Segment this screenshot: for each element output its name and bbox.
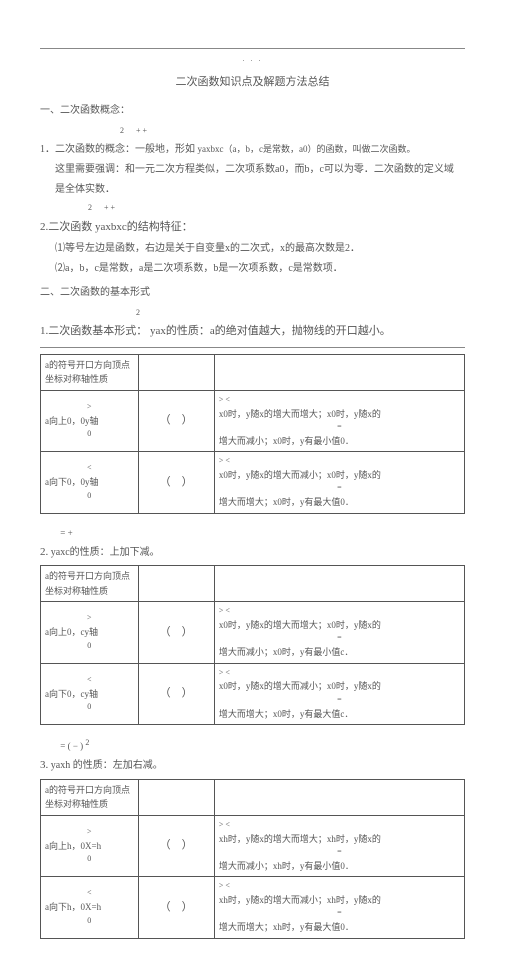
- item2-superscript: 2 + +: [88, 202, 465, 215]
- t3-r2-c: > < xh时，y随x的增大而减小；xh时，y随x的 = 增大而增大；xh时，y…: [214, 877, 464, 938]
- t2-h1: a的符号开口方向顶点坐标对称轴性质: [41, 566, 139, 602]
- top-rule: [40, 48, 465, 49]
- form3-line: 3. yaxh 的性质：左加右减。: [40, 757, 465, 775]
- t1-h1: a的符号开口方向顶点坐标对称轴性质: [41, 354, 139, 390]
- t1-r1-b: （ ）: [138, 390, 214, 451]
- table-row: > a向上0，0y轴 0 （ ） > < x0时，y随x的增大而增大；x0时，y…: [41, 390, 465, 451]
- table-row: < a向下h，0X=h 0 （ ） > < xh时，y随x的增大而减小；xh时，…: [41, 877, 465, 938]
- note2-text: yaxc的性质：上加下减。: [51, 547, 160, 558]
- sup-2b: 2: [88, 203, 92, 212]
- sup-plus-b: + +: [104, 203, 115, 212]
- form1-sup: 2: [136, 307, 465, 320]
- item2-a: 2.二次函数 yaxbxc的结构特征：: [40, 221, 193, 233]
- form2-line: 2. yaxc的性质：上加下减。: [40, 544, 465, 562]
- t2-h3: [214, 566, 464, 602]
- note3-sup-row: = ( − ) 2: [49, 737, 465, 753]
- item1-line: 1．二次函数的概念：一般地，形如 yaxbxc（a，b，c是常数，a0）的函数，…: [40, 142, 465, 158]
- t1-r1-c: > < x0时，y随x的增大而增大；x0时，y随x的 = 增大而减小；x0时，y…: [214, 390, 464, 451]
- sup-2c: 2: [136, 308, 140, 317]
- item1-note1: 这里需要强调：和一元二次方程类似，二次项系数a0，而b，c可以为零．二次函数的定…: [40, 162, 465, 178]
- t1-r2-a: < a向下0，0y轴 0: [41, 452, 139, 513]
- item2-sub1: ⑴等号左边是函数，右边是关于自变量x的二次式，x的最高次数是2．: [40, 241, 465, 257]
- section2-heading: 二、二次函数的基本形式: [40, 285, 465, 301]
- sup-2: 2: [120, 126, 124, 135]
- t3-r2-b: （ ）: [138, 877, 214, 938]
- note3-text: yaxh 的性质：左加右减。: [51, 760, 163, 771]
- table-row: < a向下0，0y轴 0 （ ） > < x0时，y随x的增大而减小；x0时，y…: [41, 452, 465, 513]
- t2-r1-b: （ ）: [138, 602, 214, 663]
- form1-a: 1.二次函数基本形式： yax的性质：a的绝对值越大，抛物线的开口越小。: [40, 325, 391, 337]
- item2-sub2: ⑵a，b，c是常数，a是二次项系数，b是一次项系数，c是常数项．: [40, 261, 465, 277]
- t3-h1: a的符号开口方向顶点坐标对称轴性质: [41, 780, 139, 816]
- t3-r1-b: （ ）: [138, 815, 214, 876]
- section1-heading: 一、二次函数概念：: [40, 103, 465, 119]
- t3-h2: [138, 780, 214, 816]
- t1-h2: [138, 354, 214, 390]
- form2-label: 2.: [40, 546, 48, 558]
- t3-h3: [214, 780, 464, 816]
- t3-r1-a: > a向上h，0X=h 0: [41, 815, 139, 876]
- form3-label: 3.: [40, 759, 48, 771]
- rule-1: [40, 347, 465, 348]
- t1-h3: [214, 354, 464, 390]
- item1-a: 1．二次函数的概念：一般地，形如: [40, 144, 195, 155]
- t2-h2: [138, 566, 214, 602]
- note2-sup-row: = +: [49, 526, 465, 540]
- t3-r1-c: > < xh时，y随x的增大而增大；xh时，y随x的 = 增大而减小；xh时，y…: [214, 815, 464, 876]
- form1-line: 1.二次函数基本形式： yax的性质：a的绝对值越大，抛物线的开口越小。: [40, 323, 465, 341]
- table-row: > a向上h，0X=h 0 （ ） > < xh时，y随x的增大而增大；xh时，…: [41, 815, 465, 876]
- t1-r2-c: > < x0时，y随x的增大而减小；x0时，y随x的 = 增大而增大；x0时，y…: [214, 452, 464, 513]
- table-1: a的符号开口方向顶点坐标对称轴性质 > a向上0，0y轴 0 （ ） > < x…: [40, 354, 465, 514]
- t1-r2-b: （ ）: [138, 452, 214, 513]
- item1-superscript: 2 + +: [120, 125, 465, 138]
- sup-plus: + +: [136, 126, 147, 135]
- item1-note2: 是全体实数．: [40, 182, 465, 198]
- table-row: < a向下0，cy轴 0 （ ） > < x0时，y随x的增大而减小；x0时，y…: [41, 663, 465, 724]
- t1-r1-a: > a向上0，0y轴 0: [41, 390, 139, 451]
- t3-r2-a: < a向下h，0X=h 0: [41, 877, 139, 938]
- table-3: a的符号开口方向顶点坐标对称轴性质 > a向上h，0X=h 0 （ ） > < …: [40, 779, 465, 939]
- page-title: 二次函数知识点及解题方法总结: [40, 74, 465, 92]
- t2-r2-c: > < x0时，y随x的增大而减小；x0时，y随x的 = 增大而增大；x0时，y…: [214, 663, 464, 724]
- t2-r2-a: < a向下0，cy轴 0: [41, 663, 139, 724]
- table-2: a的符号开口方向顶点坐标对称轴性质 > a向上0，cy轴 0 （ ） > < x…: [40, 565, 465, 725]
- page-dots: . . .: [40, 53, 465, 66]
- t2-r1-a: > a向上0，cy轴 0: [41, 602, 139, 663]
- item1-b: yaxbxc（a，b，c是常数，a0）的函数，叫做二次函数。: [198, 144, 416, 154]
- table-row: > a向上0，cy轴 0 （ ） > < x0时，y随x的增大而增大；x0时，y…: [41, 602, 465, 663]
- t2-r1-c: > < x0时，y随x的增大而增大；x0时，y随x的 = 增大而减小；x0时，y…: [214, 602, 464, 663]
- t2-r2-b: （ ）: [138, 663, 214, 724]
- item2-line: 2.二次函数 yaxbxc的结构特征：: [40, 219, 465, 237]
